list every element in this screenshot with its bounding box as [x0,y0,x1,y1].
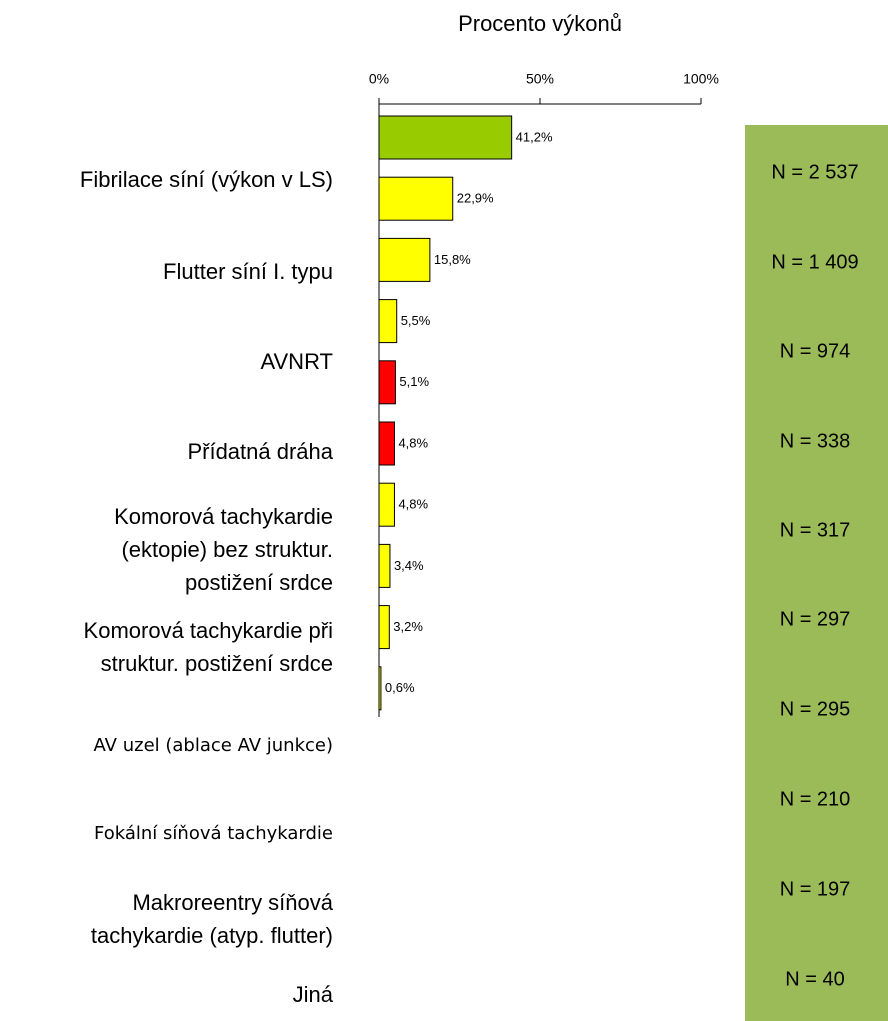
axis-title: Procento výkonů [458,11,622,36]
bar [378,299,398,344]
sample-size: N = 197 [780,878,851,900]
data-label: 0,6% [385,680,415,695]
sample-size: N = 1 409 [771,251,858,273]
data-label: 3,2% [393,619,423,634]
bar [378,360,396,405]
bar [378,605,390,650]
data-label: 3,4% [394,558,424,573]
sample-size: N = 317 [780,519,851,541]
category-label: Flutter síní I. typu [163,259,333,284]
data-label: 22,9% [457,191,494,206]
bar [378,115,513,160]
category-label: Fibrilace síní (výkon v LS) [79,167,333,192]
sample-size: N = 297 [780,608,851,630]
data-label: 5,5% [401,313,431,328]
sample-size: N = 2 537 [771,161,858,183]
bar [378,482,395,527]
category-label: Fokální síňová tachykardie [94,823,333,844]
category-label: Komorová tachykardie (ektopie) bez struk… [114,504,333,595]
bar [378,237,431,282]
category-label: AVNRT [260,349,333,374]
category-label: Makroreentry síňová tachykardie (atyp. f… [90,890,333,948]
data-label: 5,1% [399,374,429,389]
sample-size: N = 295 [780,698,851,720]
data-label: 15,8% [434,252,471,267]
category-label: Komorová tachykardie při struktur. posti… [83,618,333,676]
sample-size: N = 974 [780,340,851,362]
data-label: 4,8% [398,497,428,512]
sample-panel [745,125,888,1021]
x-tick-label: 0% [369,71,389,87]
data-label: 41,2% [516,129,553,144]
x-tick-label: 100% [683,71,719,87]
bar [378,176,454,221]
data-label: 4,8% [398,435,428,450]
bar [378,543,391,588]
sample-size: N = 210 [780,788,851,810]
sample-size: N = 40 [785,968,844,990]
category-label: Jiná [292,982,333,1007]
x-tick-label: 50% [526,71,554,87]
bar [378,666,382,711]
category-label: AV uzel (ablace AV junkce) [93,735,333,756]
bar [378,421,395,466]
sample-size: N = 338 [780,430,851,452]
category-label: Přídatná dráha [187,439,333,464]
